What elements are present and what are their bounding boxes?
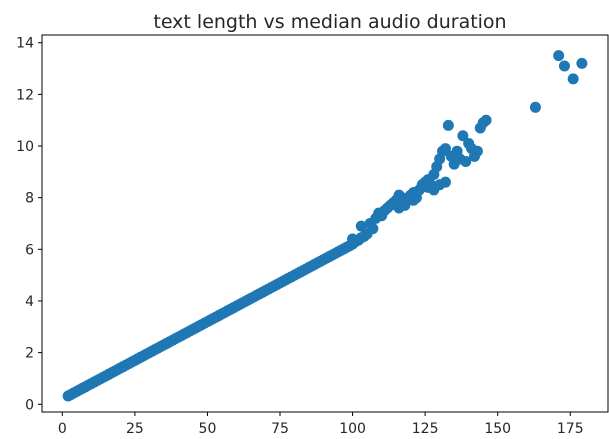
x-tick-label: 50: [199, 421, 217, 437]
data-point: [367, 223, 379, 235]
data-point: [576, 57, 588, 69]
data-point: [529, 101, 541, 113]
x-axis: 0 25 50 75 100 125 150 175: [58, 412, 584, 437]
data-point: [355, 220, 367, 232]
data-point: [408, 194, 420, 206]
y-tick-label: 10: [16, 139, 34, 155]
data-point: [347, 233, 359, 245]
y-tick-label: 14: [16, 36, 34, 52]
data-point: [393, 202, 405, 214]
y-axis: 0 2 4 6 8 10 12 14: [16, 36, 42, 413]
x-tick-label: 150: [484, 421, 511, 437]
data-point: [439, 176, 451, 188]
plot-frame: [41, 34, 609, 413]
data-point: [439, 143, 451, 155]
y-tick-label: 12: [16, 87, 34, 103]
data-point: [471, 145, 483, 157]
x-tick-label: 125: [412, 421, 439, 437]
x-tick-label: 0: [58, 421, 67, 437]
data-points: [62, 50, 588, 402]
data-point: [553, 50, 565, 62]
data-point: [457, 130, 469, 142]
y-tick-label: 2: [25, 346, 34, 362]
x-tick-label: 175: [557, 421, 584, 437]
chart-title: text length vs median audio duration: [153, 11, 506, 33]
data-point: [460, 156, 472, 168]
data-point: [558, 60, 570, 72]
y-tick-label: 4: [25, 294, 34, 310]
data-point: [480, 114, 492, 126]
x-tick-label: 100: [339, 421, 366, 437]
x-tick-label: 25: [126, 421, 144, 437]
y-tick-label: 8: [25, 191, 34, 207]
x-tick-label: 75: [271, 421, 289, 437]
y-tick-label: 6: [25, 242, 34, 258]
data-point: [567, 73, 579, 85]
data-point: [442, 119, 454, 131]
y-tick-label: 0: [25, 397, 34, 413]
